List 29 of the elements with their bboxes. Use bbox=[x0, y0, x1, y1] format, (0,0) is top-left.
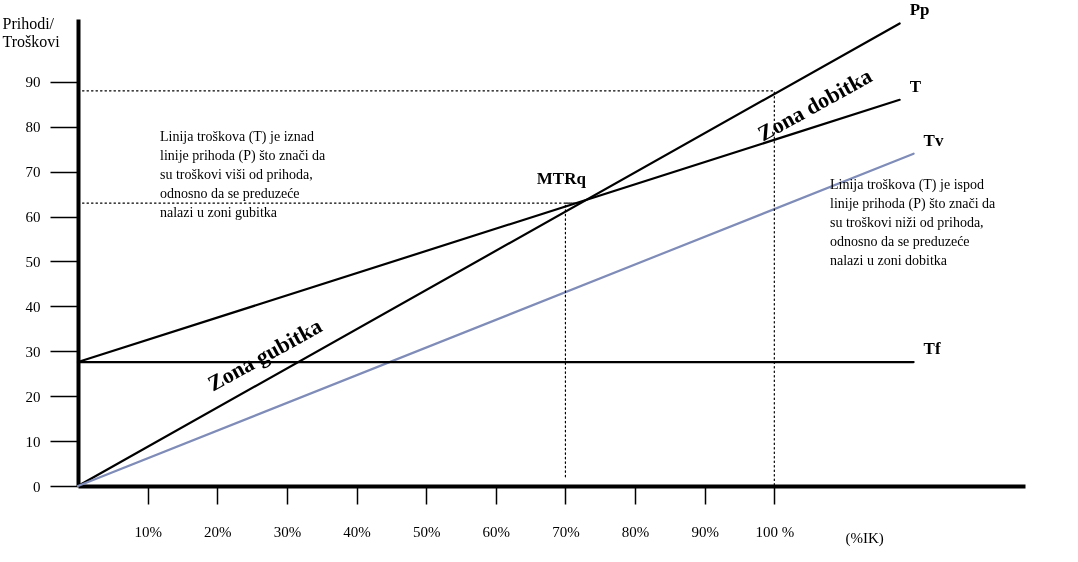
annotation: Linija troškova (T) je iznad linije prihoda (P) što znači da su troškovi viši od prihoda, odnosno da se preduzeće nalazi u zoni gubitka bbox=[160, 129, 327, 220]
y-tick-label: 10 bbox=[25, 433, 41, 450]
x-tick-label: 30% bbox=[273, 523, 302, 540]
series-label: T bbox=[909, 76, 922, 96]
series-label: Pp bbox=[909, 0, 930, 20]
x-tick-label: 80% bbox=[621, 523, 650, 540]
x-tick-label: 70% bbox=[552, 523, 580, 540]
x-tick-label: 20% bbox=[204, 523, 232, 540]
y-tick-label: 20 bbox=[25, 388, 41, 405]
y-tick-label: 50 bbox=[25, 253, 41, 270]
annotation: MTRq bbox=[536, 168, 587, 188]
x-tick-label: 10% bbox=[134, 523, 162, 540]
x-tick-label: 40% bbox=[343, 523, 371, 540]
y-tick-label: 0 bbox=[33, 478, 41, 495]
y-tick-label: 30 bbox=[25, 343, 41, 360]
x-tick-label: 50% bbox=[412, 523, 441, 540]
x-tick-label: 60% bbox=[482, 523, 511, 540]
x-axis-title: (%IK) bbox=[845, 529, 884, 547]
series-label: Tv bbox=[923, 130, 944, 150]
y-tick-label: 90 bbox=[25, 74, 41, 91]
y-tick-label: 40 bbox=[25, 298, 41, 315]
series-label: Tf bbox=[923, 339, 941, 359]
y-tick-label: 80 bbox=[25, 119, 41, 136]
x-tick-label: 90% bbox=[691, 523, 719, 540]
annotation: Linija troškova (T) je ispod linije prihoda (P) što znači da su troškovi niži od prihoda, odnosno da se preduzeće nalazi u zoni dobitka bbox=[830, 177, 997, 268]
y-axis-title: Prihodi/ Troškovi bbox=[2, 14, 61, 50]
y-tick-label: 60 bbox=[25, 209, 41, 226]
x-tick-label: 100 % bbox=[755, 523, 795, 540]
y-tick-label: 70 bbox=[25, 164, 41, 181]
